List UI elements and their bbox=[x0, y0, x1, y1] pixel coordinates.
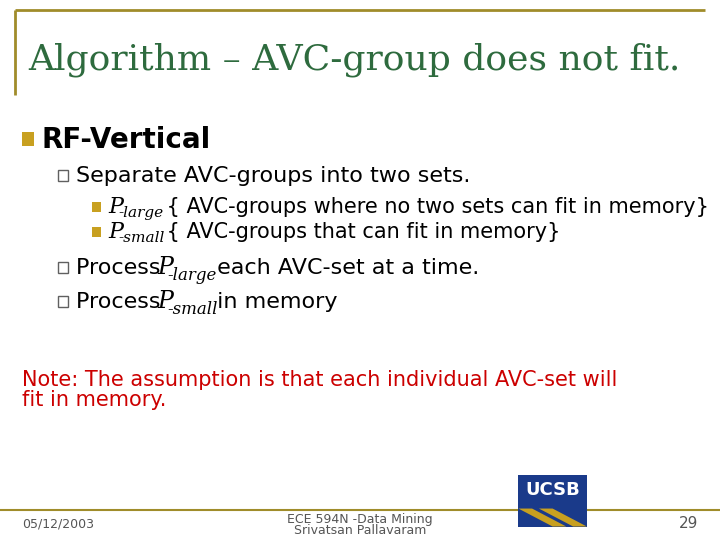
Bar bbox=[92, 202, 101, 212]
Text: P: P bbox=[108, 196, 123, 218]
Bar bbox=[22, 132, 34, 146]
Text: Process: Process bbox=[76, 292, 168, 312]
Text: -large: -large bbox=[167, 267, 217, 285]
Polygon shape bbox=[539, 509, 587, 526]
Text: 05/12/2003: 05/12/2003 bbox=[22, 517, 94, 530]
Bar bbox=[92, 227, 101, 237]
Text: fit in memory.: fit in memory. bbox=[22, 390, 166, 410]
Text: RF-Vertical: RF-Vertical bbox=[42, 126, 211, 154]
Text: Separate AVC-groups into two sets.: Separate AVC-groups into two sets. bbox=[76, 166, 470, 186]
Bar bbox=[58, 170, 68, 181]
Text: -small: -small bbox=[167, 301, 217, 319]
Text: -small: -small bbox=[118, 231, 164, 245]
Text: { AVC-groups where no two sets can fit in memory}: { AVC-groups where no two sets can fit i… bbox=[160, 197, 709, 217]
Text: Srivatsan Pallavaram: Srivatsan Pallavaram bbox=[294, 524, 426, 537]
Text: P: P bbox=[157, 291, 173, 314]
Text: Algorithm – AVC-group does not fit.: Algorithm – AVC-group does not fit. bbox=[28, 43, 680, 77]
Polygon shape bbox=[518, 509, 566, 526]
Text: -large: -large bbox=[118, 206, 163, 220]
Bar bbox=[58, 296, 68, 307]
Text: P: P bbox=[108, 221, 123, 243]
Text: each AVC-set at a time.: each AVC-set at a time. bbox=[210, 258, 480, 278]
Text: Process: Process bbox=[76, 258, 168, 278]
Bar bbox=[58, 262, 68, 273]
Text: Note: The assumption is that each individual AVC-set will: Note: The assumption is that each indivi… bbox=[22, 370, 617, 390]
Text: 29: 29 bbox=[679, 516, 698, 531]
Text: ECE 594N -Data Mining: ECE 594N -Data Mining bbox=[287, 514, 433, 526]
Text: UCSB: UCSB bbox=[525, 481, 580, 498]
Text: P: P bbox=[157, 256, 173, 280]
Text: in memory: in memory bbox=[210, 292, 338, 312]
Text: { AVC-groups that can fit in memory}: { AVC-groups that can fit in memory} bbox=[160, 222, 560, 242]
